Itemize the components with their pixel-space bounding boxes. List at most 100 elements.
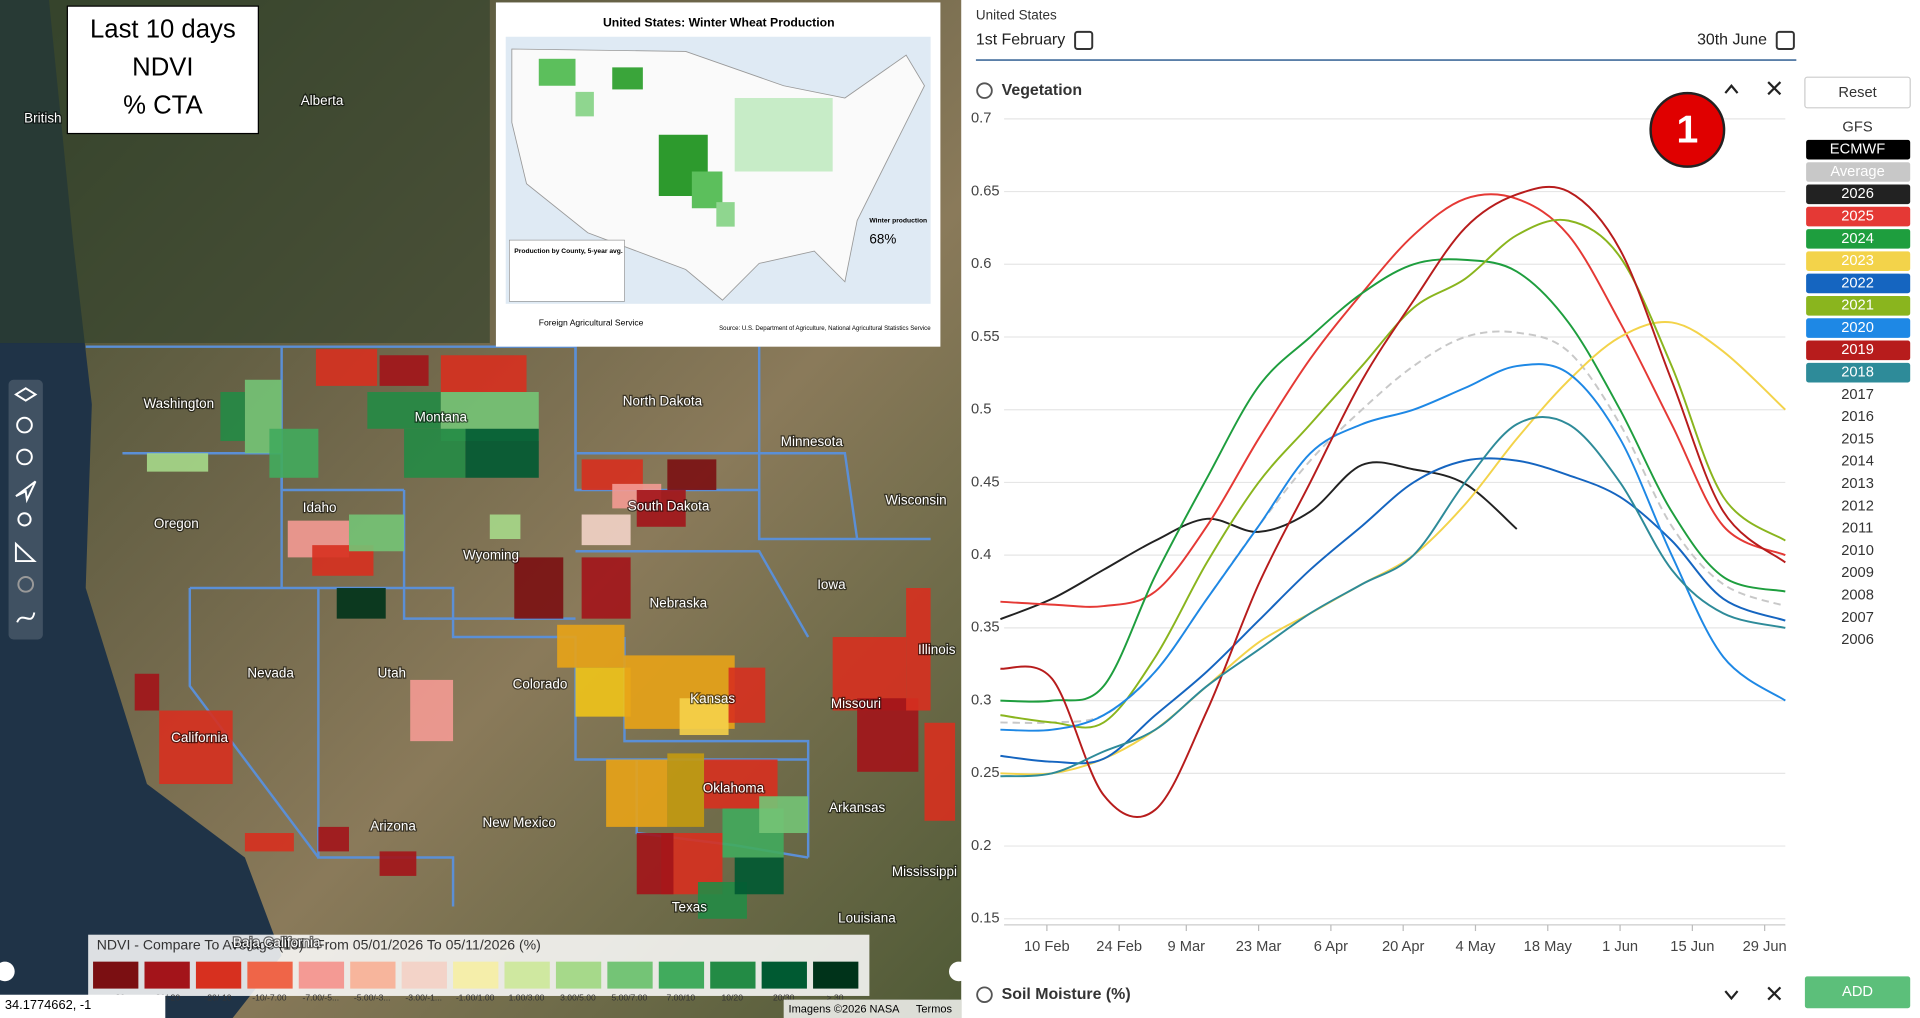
legend-swatch [247,961,293,989]
ndvi-patch [667,459,717,491]
end-date[interactable]: 30th June [1697,32,1767,49]
legend-swatch[interactable] [1806,273,1911,294]
legend-label[interactable]: 2024 [1841,231,1874,247]
close-button[interactable] [1767,986,1782,1001]
legend-class-label: 7.00/10 [667,993,696,1003]
draw-button[interactable] [16,612,36,623]
calendar-icon[interactable] [1074,30,1094,50]
legend-swatch[interactable] [1806,251,1911,271]
search-button[interactable] [17,512,32,527]
legend-option[interactable]: 2010 [1841,543,1874,559]
measure-button[interactable] [14,541,37,563]
legend-swatch [658,961,705,989]
legend-swatch[interactable] [1806,184,1911,205]
place-label: Arizona [370,818,416,833]
legend-label[interactable]: Average [1830,164,1884,180]
panel: United States 1st February 30th June Veg… [971,7,1911,1009]
legend-class-label: -3.00/-1... [405,993,442,1003]
chart: 0.15 0.2 0.25 0.3 0.35 0.4 0.45 0.5 0.55 0.6 0.65 0… [971,111,1787,955]
legend-option[interactable]: 2006 [1841,632,1874,648]
legend-swatch[interactable] [1806,206,1911,227]
expand-button[interactable] [1724,990,1739,1001]
legend-swatch[interactable] [1806,340,1911,361]
add-button[interactable] [1804,976,1911,1009]
region: United States [976,7,1057,22]
legend-label[interactable]: 2019 [1841,342,1874,358]
legend-option[interactable]: GFS [1842,119,1872,135]
map-toolbar [8,379,43,640]
reset-label[interactable]: Reset [1838,85,1876,101]
legend-title: NDVI - Compare To Average (15) - From 05… [97,936,541,952]
legend-option[interactable]: 2012 [1841,498,1874,514]
coordinates: 34.1774662, -1 [5,997,91,1012]
ndvi-patch [367,392,441,429]
locate-button[interactable] [15,480,37,504]
ndvi-patch [906,588,931,711]
add-label[interactable]: ADD [1842,984,1873,1000]
reset-button[interactable] [1804,76,1911,109]
place-label: Baja California [233,935,321,950]
zoom-out-button[interactable] [16,448,33,466]
gps-button[interactable] [17,576,35,593]
legend-label[interactable]: 2021 [1841,298,1874,314]
legend-option[interactable]: 2015 [1841,431,1874,447]
legend-option[interactable]: 2011 [1842,521,1874,537]
attribution: Imagens ©2026 NASA [789,1003,901,1015]
legend-swatch[interactable] [1806,362,1911,383]
legend-class-label: > 30 [827,993,844,1003]
legend-option[interactable]: 2013 [1841,476,1874,492]
legend-option[interactable]: ECMWF [1830,142,1885,158]
legend-badge[interactable] [1806,139,1911,160]
ndvi-patch [159,710,233,785]
ndvi-patch [924,722,956,821]
legend-class-label: -7.00/-5... [302,993,339,1003]
place-label: Arkansas [829,800,885,815]
legend-option[interactable]: 2014 [1841,454,1874,470]
legend-swatch[interactable] [1806,162,1911,182]
legend-option[interactable]: 2008 [1841,587,1874,603]
x-tick-label: 15 Jun [1670,939,1714,955]
legend-label[interactable]: 2023 [1841,253,1874,269]
legend-label[interactable]: 2020 [1841,320,1874,336]
layers-button[interactable] [14,387,38,402]
ndvi-patch [336,588,386,619]
legend-label[interactable]: 2022 [1841,275,1874,291]
legend-swatch [93,961,139,989]
place-label: New Mexico [483,815,556,830]
legend-option[interactable]: 2009 [1841,565,1874,581]
y-tick-label: 0.65 [971,183,1000,199]
terms-link[interactable]: Termos [916,1003,953,1015]
start-date[interactable]: 1st February [976,32,1065,49]
legend-swatch[interactable] [1806,295,1911,316]
legend-label[interactable]: 2018 [1841,365,1874,381]
section-title[interactable]: Soil Moisture (%) [1002,986,1131,1003]
zoom-in-button[interactable] [16,416,33,434]
legend-label[interactable]: 2026 [1841,186,1874,202]
legend-option[interactable]: 2007 [1841,610,1874,626]
collapse-right[interactable] [948,961,969,982]
close-button[interactable] [1767,81,1782,96]
legend-class-label: 1.00/3.00 [509,993,545,1003]
legend-swatch[interactable] [1806,318,1911,338]
y-tick-label: 0.2 [971,838,991,854]
y-tick-label: 0.7 [971,111,991,127]
y-tick-label: 0.6 [971,256,991,272]
x-tick-label: 1 Jun [1602,939,1638,955]
legend-swatch[interactable] [1806,229,1911,249]
legend-option[interactable]: 2016 [1841,409,1874,425]
legend-option[interactable]: 2017 [1841,387,1874,403]
ndvi-patch [575,667,631,717]
ndvi-patch [606,759,668,827]
map[interactable]: Last 10 days NDVI % CTA United States: W… [0,0,969,1018]
y-tick-label: 0.5 [971,402,991,418]
legend-label[interactable]: 2025 [1841,208,1874,224]
place-label: Wyoming [463,548,519,563]
series-line [1000,185,1786,818]
overlay-text: % CTA [123,91,203,119]
ndvi-patch [134,673,160,711]
ndvi-patch [348,514,405,552]
calendar-icon[interactable] [1775,30,1795,50]
collapse-left[interactable] [0,961,15,982]
collapse-button[interactable] [1724,84,1739,94]
place-label: Louisiana [838,910,896,925]
